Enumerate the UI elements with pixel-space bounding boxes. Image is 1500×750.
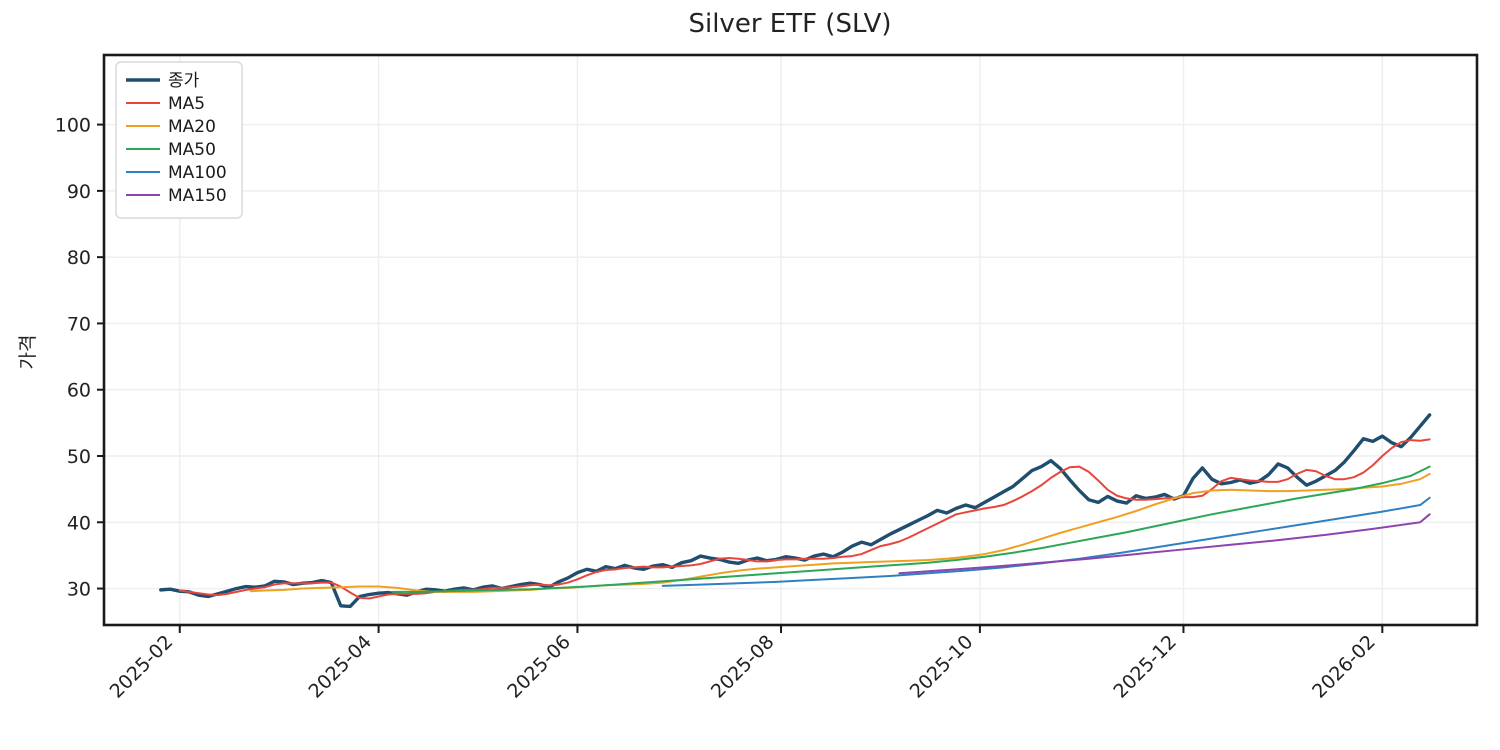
legend-label: 종가 xyxy=(168,71,200,91)
y-tick-label: 40 xyxy=(67,512,91,534)
y-tick-label: 80 xyxy=(67,247,91,269)
series-line-1 xyxy=(178,438,1431,600)
series-line-5 xyxy=(898,513,1431,575)
page-title: Silver ETF (SLV) xyxy=(688,9,891,39)
y-tick-label: 90 xyxy=(67,181,91,203)
series-line-3 xyxy=(391,465,1431,593)
legend-label: MA5 xyxy=(168,94,205,114)
plot-area xyxy=(104,55,1477,625)
y-tick-label: 60 xyxy=(67,380,91,402)
y-axis-title: 가격 xyxy=(17,335,39,370)
y-tick-label: 50 xyxy=(67,446,91,468)
y-tick-label: 30 xyxy=(67,579,91,601)
legend-label: MA100 xyxy=(168,163,227,183)
legend-label: MA150 xyxy=(168,186,227,206)
y-tick-label: 70 xyxy=(67,313,91,335)
plot-border xyxy=(102,53,1479,627)
series-lines xyxy=(159,413,1432,609)
legend-label: MA20 xyxy=(168,117,216,137)
legend-label: MA50 xyxy=(168,140,216,160)
chart-legend[interactable]: 종가 MA5 MA20 MA50 MA100 MA150 xyxy=(115,61,243,219)
y-axis: 30 40 50 60 70 80 90 100 xyxy=(55,115,104,601)
y-tick-label: 100 xyxy=(55,115,91,137)
series-line-0 xyxy=(159,413,1432,609)
